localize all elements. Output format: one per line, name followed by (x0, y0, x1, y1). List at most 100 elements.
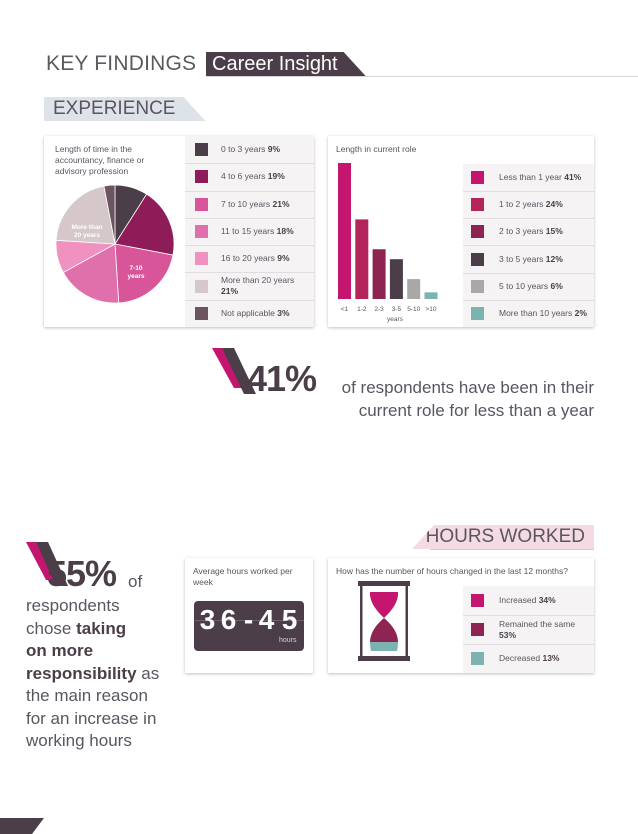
hourglass-top-cap (358, 581, 410, 586)
bar-legend-item: 5 to 10 years 6% (463, 273, 594, 301)
pie-legend-item: 4 to 6 years 19% (185, 163, 314, 192)
legend-swatch (471, 623, 484, 636)
pie-slice-5 (55, 185, 116, 245)
pie-slice-3 (62, 243, 120, 304)
hourglass-decreased (370, 642, 398, 651)
callout-chevron-41 (212, 348, 256, 394)
bar-tick-label: 3-5 (392, 306, 402, 313)
avg-hours-title: Average hours worked per week (193, 566, 293, 587)
hours-counter (194, 601, 304, 651)
profession-pie-chart: More than 20 years 7-10 years (55, 184, 175, 304)
bar-legend-item: 1 to 2 years 24% (463, 191, 594, 220)
bar-legend-item: 3 to 5 years 12% (463, 246, 594, 274)
legend-label: Not applicable 3% (221, 307, 290, 318)
legend-label: 2 to 3 years 15% (499, 226, 563, 237)
pie-legend-item: 11 to 15 years 18% (185, 218, 314, 247)
legend-swatch (471, 652, 484, 665)
hourglass-bottom-cap (358, 656, 410, 661)
bar-1-2 (355, 219, 369, 299)
stat-41-line2: current role for less than a year (358, 401, 594, 420)
pie-label-7-10: 7-10 years (128, 265, 145, 280)
legend-label: 16 to 20 years 9% (221, 253, 290, 264)
pie-legend-item: 16 to 20 years 9% (185, 245, 314, 274)
legend-label: Less than 1 year 41% (499, 172, 582, 183)
hourglass-right-post (405, 586, 408, 656)
legend-swatch (195, 170, 208, 184)
pie-label-more-than-20: More than 20 years (71, 224, 102, 239)
hourglass-same (370, 618, 398, 642)
bar-2-3 (372, 249, 386, 299)
bar-tick-label: <1 (341, 306, 349, 313)
hours-legend-item: Decreased 13% (463, 644, 594, 673)
bar-tick-label: >10 (425, 306, 436, 313)
hours-rule (430, 549, 594, 550)
legend-swatch (195, 143, 208, 157)
counter-digit: 6 (220, 604, 237, 635)
counter-unit: hours (279, 637, 297, 644)
legend-label: 5 to 10 years 6% (499, 280, 563, 291)
bar-legend-item: 2 to 3 years 15% (463, 218, 594, 247)
hourglass-chart (358, 581, 410, 661)
legend-swatch (195, 306, 208, 320)
legend-swatch (471, 279, 484, 293)
profession-length-panel: Length of time in the accountancy, finan… (44, 136, 314, 327)
bar-3-5 (389, 259, 403, 299)
bar-tick-label: 2-3 (374, 306, 384, 313)
counter-dash: - (243, 604, 254, 635)
pie-slice-1 (114, 193, 175, 256)
hourglass-increased (369, 592, 399, 618)
title-rule (206, 76, 638, 77)
pie-title: Length of time in the accountancy, finan… (55, 144, 145, 176)
title-tag: Career Insight (206, 52, 366, 76)
legend-label: Decreased 13% (499, 653, 560, 663)
callout-chevron-55 (26, 542, 68, 586)
bar-title: Length in current role (336, 144, 417, 154)
bar->10 (424, 292, 438, 299)
legend-swatch (471, 225, 484, 239)
pie-legend-item: Not applicable 3% (185, 300, 314, 327)
legend-swatch (195, 279, 208, 293)
bar-tick-label: 1-2 (357, 306, 367, 313)
legend-label: 4 to 6 years 19% (221, 171, 285, 182)
pie-slice-2 (114, 243, 174, 304)
legend-label: 11 to 15 years 18% (221, 225, 294, 236)
legend-swatch (195, 197, 208, 211)
pie-legend-item: 0 to 3 years 9% (185, 136, 314, 165)
stat-41-line1: of respondents have been in their (341, 378, 594, 397)
bar-legend-item: Less than 1 year 41% (463, 164, 594, 193)
pie-slice-6 (103, 184, 116, 245)
legend-swatch (195, 252, 208, 266)
hours-change-title: How has the number of hours changed in t… (336, 566, 569, 576)
stat-55-text: respondents chose taking on more respons… (26, 596, 160, 750)
legend-swatch (471, 252, 484, 266)
counter-digit: 5 (281, 604, 298, 635)
pie-legend: 0 to 3 years 9% 4 to 6 years 19% 7 to 10 y… (185, 136, 314, 327)
bar-<1 (338, 163, 351, 299)
legend-label: 3 to 5 years 12% (499, 253, 563, 264)
hours-legend-item: Increased 34% (463, 586, 594, 616)
legend-swatch (471, 306, 484, 320)
legend-label: Increased 34% (499, 595, 556, 605)
legend-swatch (471, 198, 484, 212)
stat-55-figure: 55% (47, 553, 117, 594)
counter-divider (194, 620, 304, 621)
section-experience-label: EXPERIENCE (44, 97, 205, 121)
legend-swatch (471, 171, 484, 185)
bar-tick-label: 5-10 (407, 306, 420, 313)
current-role-panel: Length in current role <1 1-2 2-3 3-5 5-10 >1… (328, 136, 594, 327)
legend-label: 0 to 3 years 9% (221, 144, 281, 155)
counter-digit: 3 (199, 604, 216, 635)
page-title: KEY FINDINGS (46, 52, 197, 75)
legend-label: More than 10 years 2% (499, 307, 587, 318)
legend-swatch (471, 594, 484, 607)
section-hours-label: HOURS WORKED (412, 525, 594, 549)
hours-legend-item: Remained the same 53% (463, 615, 594, 645)
footer-corner (0, 818, 44, 834)
hours-change-legend: Increased 34% Remained the same 53% Decrea… (463, 586, 594, 673)
legend-label: More than 20 years 21% (221, 275, 295, 297)
legend-label: Remained the same 53% (499, 618, 576, 640)
stat-55-of: of (128, 572, 143, 591)
bar-legend-item: More than 10 years 2% (463, 300, 594, 327)
stat-41-figure: 41% (247, 358, 317, 399)
legend-swatch (195, 224, 208, 238)
